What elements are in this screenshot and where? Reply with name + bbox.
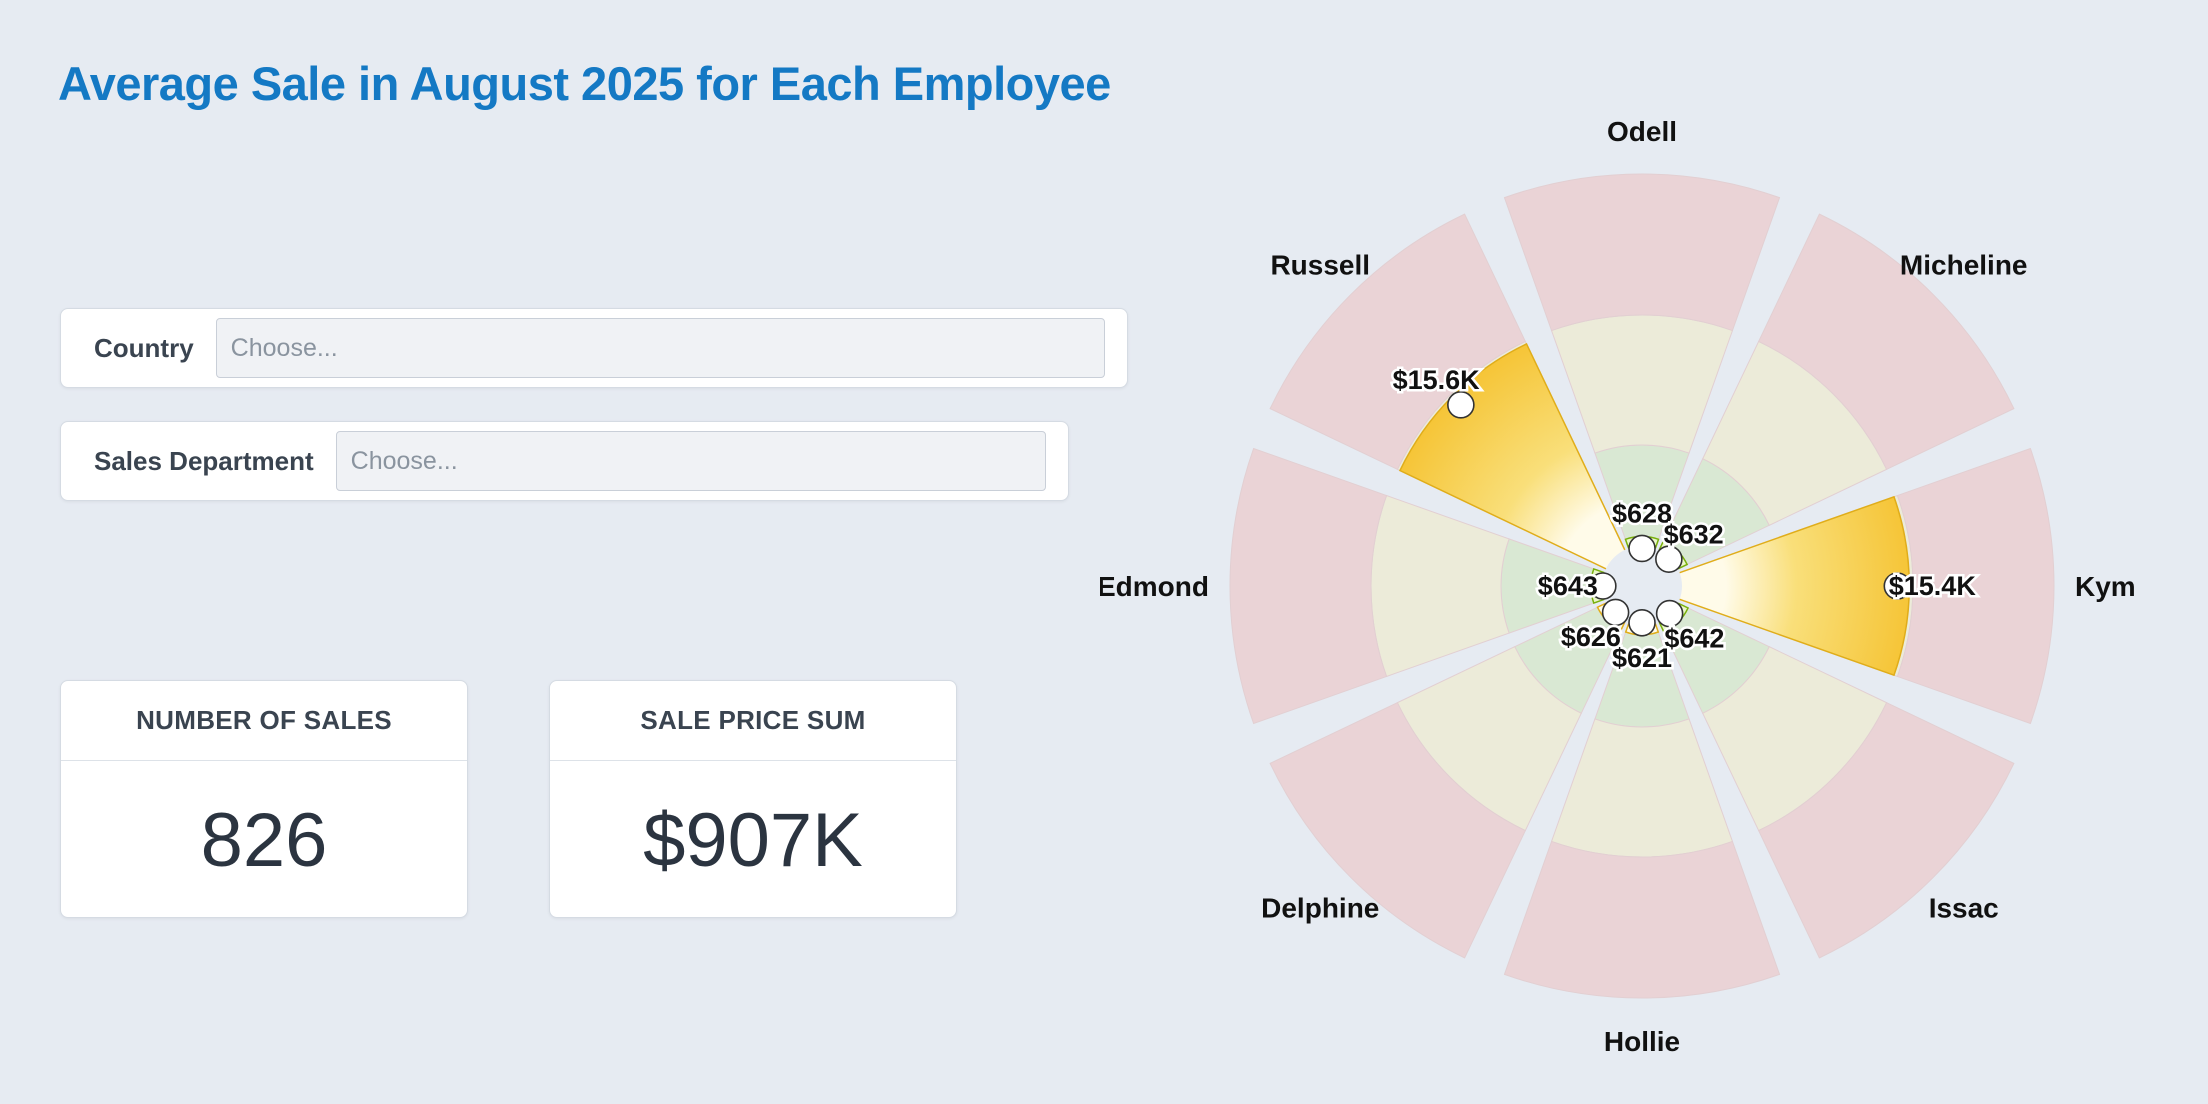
category-label-russell: Russell	[1270, 249, 1370, 280]
band-high-hollie	[1503, 840, 1781, 999]
number-of-sales-card: NUMBER OF SALES 826	[60, 680, 468, 918]
band-high-issac	[1758, 702, 2015, 959]
category-label-edmond: Edmond	[1100, 571, 1209, 602]
category-label-hollie: Hollie	[1604, 1026, 1680, 1057]
value-label-odell: $628	[1612, 498, 1672, 528]
value-label-edmond: $643	[1538, 571, 1598, 601]
department-label: Sales Department	[94, 445, 314, 476]
value-label-hollie: $621	[1612, 643, 1672, 673]
category-label-issac: Issac	[1929, 893, 1999, 924]
value-label-kym: $15.4K	[1889, 571, 1977, 601]
category-label-micheline: Micheline	[1900, 249, 2028, 280]
value-label-micheline: $632	[1664, 519, 1724, 549]
band-high-kym	[1896, 447, 2055, 725]
band-mid-hollie	[1550, 718, 1734, 858]
number-of-sales-value: 826	[200, 797, 328, 883]
country-input[interactable]	[215, 318, 1105, 378]
marker-edmond	[1589, 572, 1617, 600]
band-high-delphine	[1269, 702, 1526, 959]
marker-russell	[1447, 391, 1475, 419]
value-markers	[1447, 391, 1912, 637]
value-label-russell: $15.6K	[1393, 365, 1481, 395]
band-high-edmond	[1229, 447, 1388, 725]
value-label-issac: $642	[1664, 623, 1724, 653]
radial-sales-chart: Odell Micheline Kym Issac Hollie Delphine Edmo…	[1100, 116, 2136, 1057]
category-label-odell: Odell	[1607, 116, 1677, 147]
sale-price-sum-value: $907K	[643, 797, 863, 883]
marker-hollie	[1628, 608, 1656, 637]
country-filter: Country	[60, 308, 1128, 388]
band-high-odell	[1503, 173, 1781, 332]
band-mid-edmond	[1370, 494, 1510, 678]
category-label-delphine: Delphine	[1261, 893, 1379, 924]
department-filter: Sales Department	[60, 421, 1069, 501]
country-label: Country	[94, 332, 194, 363]
value-label-delphine: $626	[1561, 622, 1621, 652]
marker-issac	[1655, 599, 1684, 628]
marker-micheline	[1655, 545, 1683, 573]
sale-price-sum-card: SALE PRICE SUM $907K	[549, 680, 957, 918]
page-title: Average Sale in August 2025 for Each Emp…	[58, 57, 1111, 110]
marker-odell	[1628, 534, 1656, 563]
marker-delphine	[1601, 598, 1630, 627]
number-of-sales-label: NUMBER OF SALES	[61, 681, 467, 761]
band-mid-odell	[1550, 314, 1734, 454]
category-labels: Odell Micheline Kym Issac Hollie Delphine Edmo…	[1100, 116, 2136, 1057]
marker-kym	[1883, 572, 1912, 600]
category-label-kym: Kym	[2075, 571, 2136, 602]
value-labels: $628$632 $15.4K $642$621$626 $643 $15.6K	[1390, 363, 1979, 676]
band-high-micheline	[1758, 213, 2015, 470]
band-high-russell	[1269, 213, 1526, 470]
sale-price-sum-label: SALE PRICE SUM	[550, 681, 956, 761]
department-input[interactable]	[335, 431, 1046, 491]
